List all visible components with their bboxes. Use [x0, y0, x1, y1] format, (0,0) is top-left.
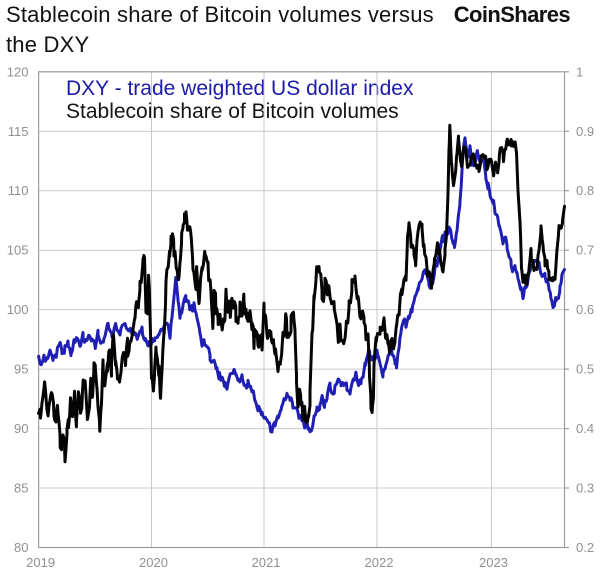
svg-text:115: 115	[8, 124, 29, 139]
svg-text:2023: 2023	[479, 555, 508, 570]
svg-text:90: 90	[14, 421, 28, 436]
svg-text:0.7: 0.7	[576, 243, 594, 258]
svg-text:2022: 2022	[365, 555, 394, 570]
svg-text:100: 100	[7, 302, 29, 317]
svg-text:0.3: 0.3	[576, 481, 594, 496]
svg-text:1: 1	[576, 64, 583, 79]
svg-text:120: 120	[7, 64, 29, 79]
svg-text:2021: 2021	[252, 555, 281, 570]
svg-text:2019: 2019	[26, 555, 55, 570]
svg-text:110: 110	[8, 183, 29, 198]
svg-text:2020: 2020	[139, 555, 168, 570]
svg-text:0.2: 0.2	[576, 540, 594, 555]
svg-text:80: 80	[14, 540, 28, 555]
svg-text:85: 85	[14, 481, 28, 496]
svg-text:0.8: 0.8	[576, 183, 594, 198]
svg-text:0.6: 0.6	[576, 302, 594, 317]
svg-text:105: 105	[7, 243, 29, 258]
svg-text:0.4: 0.4	[576, 421, 594, 436]
svg-text:0.5: 0.5	[576, 362, 594, 377]
svg-text:95: 95	[14, 362, 28, 377]
svg-text:0.9: 0.9	[576, 124, 594, 139]
